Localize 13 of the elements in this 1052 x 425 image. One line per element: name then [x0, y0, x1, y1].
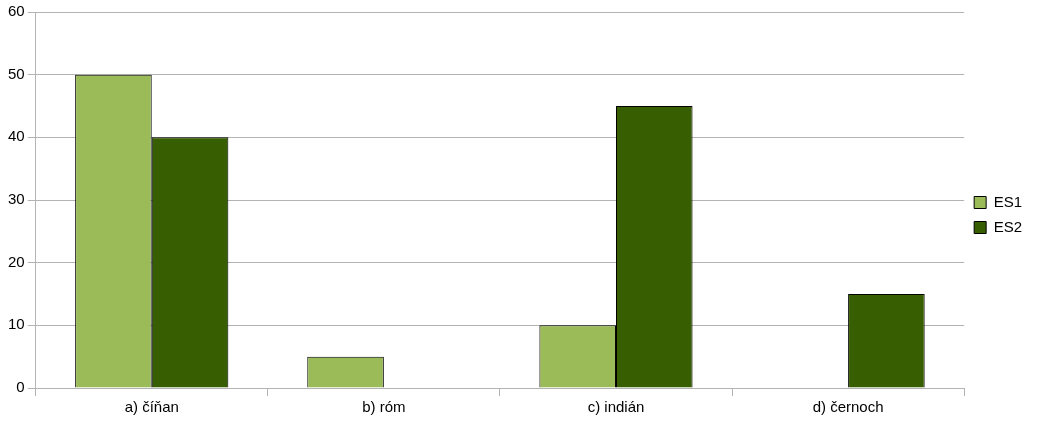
y-tick-label: 0 [16, 378, 25, 396]
legend-label: ES2 [993, 217, 1023, 235]
x-tick-label: c) indián [587, 398, 645, 416]
legend-label: ES1 [993, 192, 1023, 210]
y-tick-label: 40 [8, 127, 25, 145]
y-tick-label: 60 [8, 2, 25, 20]
y-tick-label: 20 [8, 252, 25, 270]
x-tick-label: d) černoch [812, 398, 884, 416]
y-tick-label: 50 [8, 64, 25, 82]
y-tick-label: 30 [8, 190, 25, 208]
y-tick-label: 10 [8, 315, 25, 333]
x-tick-label: b) róm [362, 398, 406, 416]
x-tick-label: a) číňan [124, 398, 179, 416]
